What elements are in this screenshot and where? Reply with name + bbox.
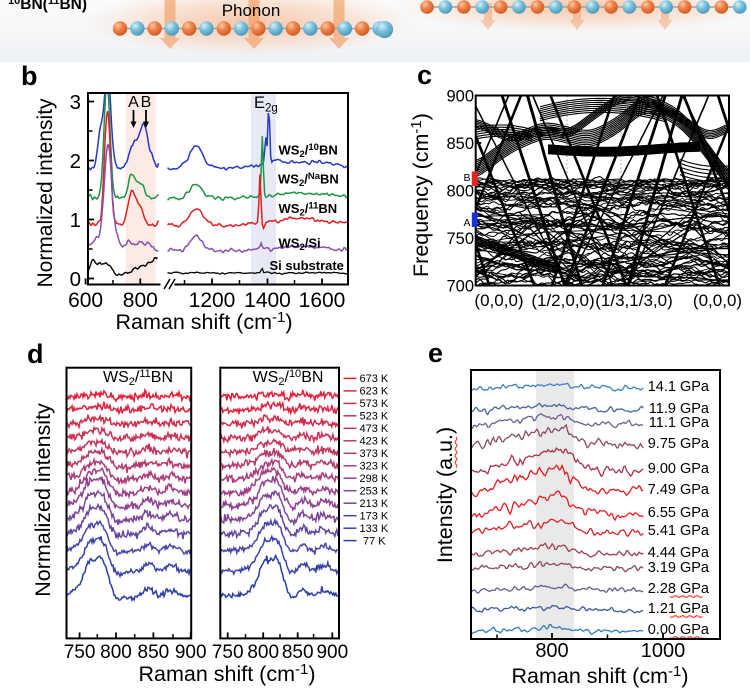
svg-text:14.1 GPa: 14.1 GPa xyxy=(648,379,710,395)
svg-text:298 K: 298 K xyxy=(360,473,389,485)
svg-text:b: b xyxy=(21,61,38,91)
svg-text:1600: 1600 xyxy=(299,289,346,312)
svg-text:700: 700 xyxy=(446,278,474,296)
svg-text:1400: 1400 xyxy=(244,289,291,312)
svg-text:800: 800 xyxy=(100,642,132,663)
svg-text:750: 750 xyxy=(212,642,244,663)
svg-text:4.44 GPa: 4.44 GPa xyxy=(648,545,710,561)
svg-text:3.19 GPa: 3.19 GPa xyxy=(648,560,710,576)
svg-text:5.41 GPa: 5.41 GPa xyxy=(648,523,710,539)
svg-text:2: 2 xyxy=(70,150,81,173)
svg-text:(1/2,0,0): (1/2,0,0) xyxy=(531,291,594,310)
svg-text:800: 800 xyxy=(247,642,279,663)
svg-text:WS2/10BN: WS2/10BN xyxy=(253,368,324,388)
svg-text:Phonon: Phonon xyxy=(222,1,281,20)
svg-text:(0,0,0): (0,0,0) xyxy=(474,291,523,310)
svg-text:900: 900 xyxy=(446,88,474,106)
svg-text:(0,0,0): (0,0,0) xyxy=(693,291,742,310)
svg-text:423 K: 423 K xyxy=(360,436,389,448)
svg-text:Frequency (cm-1): Frequency (cm-1) xyxy=(408,113,433,277)
svg-text:WS2/11BN: WS2/11BN xyxy=(103,368,173,388)
svg-text:900: 900 xyxy=(316,642,348,663)
svg-text:900: 900 xyxy=(175,642,207,663)
svg-text:c: c xyxy=(417,60,432,90)
svg-text:253 K: 253 K xyxy=(360,486,389,498)
svg-text:623 K: 623 K xyxy=(360,386,389,398)
svg-text:133 K: 133 K xyxy=(360,523,389,535)
svg-text:A: A xyxy=(463,217,470,229)
svg-text:WS2/10BN: WS2/10BN xyxy=(279,142,338,160)
svg-text:Raman shift (cm-1): Raman shift (cm-1) xyxy=(115,309,292,334)
svg-text:600: 600 xyxy=(68,289,103,312)
svg-text:B: B xyxy=(141,94,152,111)
svg-text:850: 850 xyxy=(446,135,474,153)
svg-text:2.28 GPa: 2.28 GPa xyxy=(648,581,710,597)
svg-text:1.21 GPa: 1.21 GPa xyxy=(648,601,710,617)
svg-text:173 K: 173 K xyxy=(360,511,389,523)
svg-text:11.9 GPa: 11.9 GPa xyxy=(649,401,710,417)
svg-text:(1/3,1/3,0): (1/3,1/3,0) xyxy=(595,291,673,310)
svg-text:10BN(11BN): 10BN(11BN) xyxy=(8,0,87,13)
svg-text:6.55 GPa: 6.55 GPa xyxy=(648,505,710,521)
svg-text:213 K: 213 K xyxy=(360,498,389,510)
svg-text:WS2/NaBN: WS2/NaBN xyxy=(278,171,339,189)
svg-text:1: 1 xyxy=(70,209,81,232)
svg-text:850: 850 xyxy=(138,642,170,663)
svg-text:3: 3 xyxy=(70,91,81,114)
svg-text:0.00 GPa: 0.00 GPa xyxy=(648,622,710,638)
svg-text:Raman shift (cm-1): Raman shift (cm-1) xyxy=(138,661,315,686)
svg-text:d: d xyxy=(27,339,44,369)
svg-text:Intensity (a.u.): Intensity (a.u.) xyxy=(433,427,457,563)
svg-text:B: B xyxy=(463,172,470,184)
svg-text:1200: 1200 xyxy=(189,289,236,312)
svg-text:800: 800 xyxy=(535,640,568,662)
svg-text:e: e xyxy=(428,338,443,368)
svg-text:11.1 GPa: 11.1 GPa xyxy=(649,415,710,431)
svg-text:750: 750 xyxy=(64,642,96,663)
svg-text:Normalized intensity: Normalized intensity xyxy=(34,98,57,288)
svg-text:373 K: 373 K xyxy=(360,448,389,460)
svg-text:Normalized intensity: Normalized intensity xyxy=(31,403,55,597)
svg-text:A: A xyxy=(128,94,139,111)
svg-text:9.00 GPa: 9.00 GPa xyxy=(648,461,710,477)
svg-text:800: 800 xyxy=(123,289,158,312)
svg-text:WS2/11BN: WS2/11BN xyxy=(279,201,338,219)
svg-text:0: 0 xyxy=(70,268,81,291)
svg-text:Raman shift (cm-1): Raman shift (cm-1) xyxy=(511,663,688,688)
svg-text:WS2/Si: WS2/Si xyxy=(279,236,321,254)
svg-text:573 K: 573 K xyxy=(360,398,389,410)
svg-text:Si substrate: Si substrate xyxy=(270,258,344,273)
svg-text:800: 800 xyxy=(446,183,474,201)
svg-text:523 K: 523 K xyxy=(360,411,389,423)
svg-text:7.49 GPa: 7.49 GPa xyxy=(648,482,710,498)
svg-text:473 K: 473 K xyxy=(360,423,389,435)
svg-text:1000: 1000 xyxy=(641,640,686,662)
svg-text:673 K: 673 K xyxy=(360,373,389,385)
svg-text:323 K: 323 K xyxy=(360,461,389,473)
svg-text:77 K: 77 K xyxy=(363,535,386,547)
svg-text:750: 750 xyxy=(446,230,474,248)
svg-text:850: 850 xyxy=(282,642,314,663)
svg-text:9.75 GPa: 9.75 GPa xyxy=(648,436,710,452)
